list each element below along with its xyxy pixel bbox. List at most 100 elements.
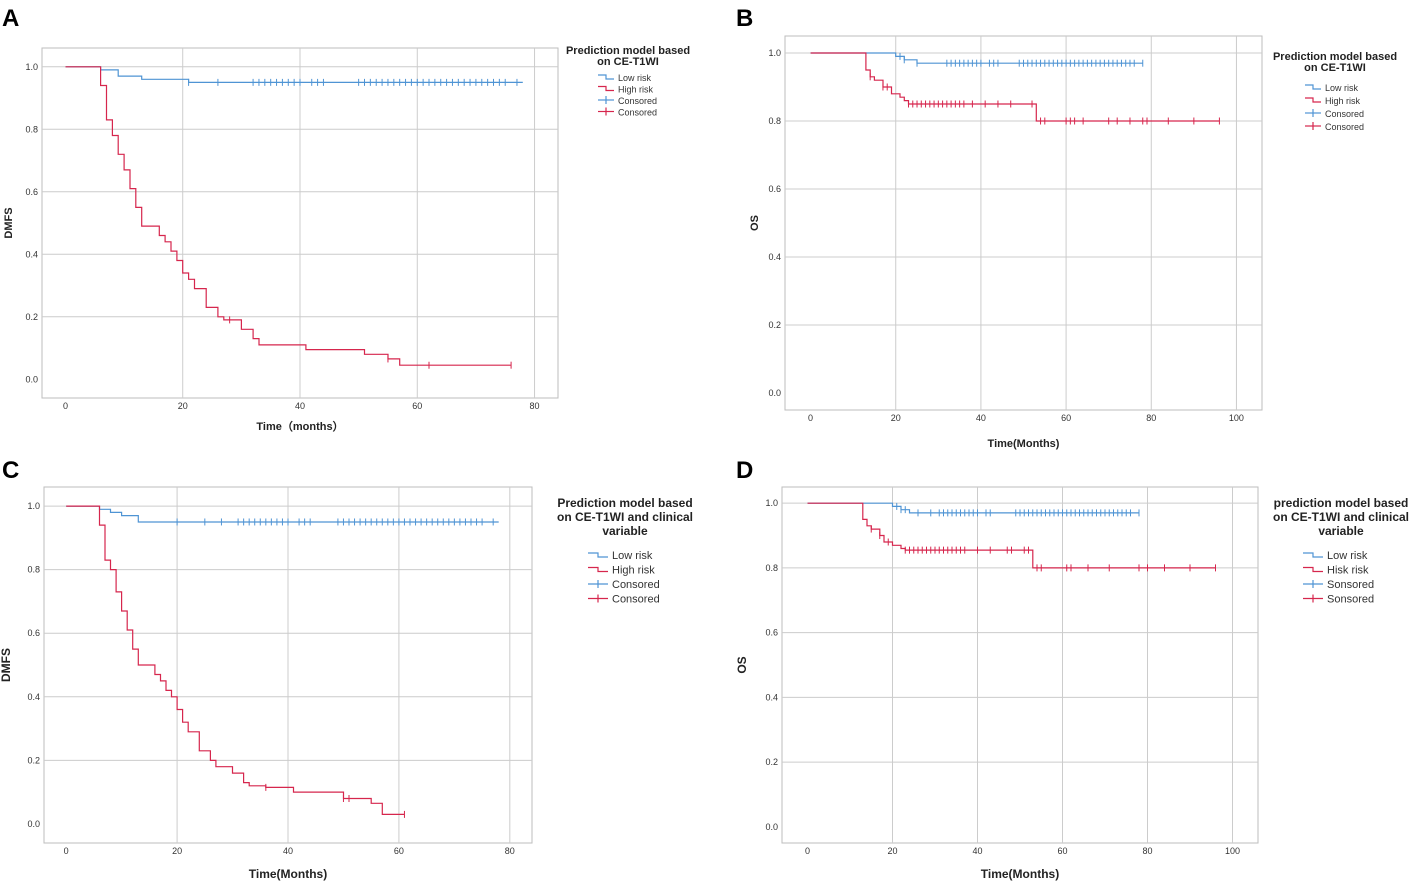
y-tick-label: 0.6 [27, 628, 40, 638]
legend-swatch [588, 552, 608, 558]
panel-d: D 0 20 40 60 80 100 0.0 0.2 0.4 0.6 0.8 1.0 Time(Mont… [735, 457, 1409, 881]
panel-b: B 0 20 40 60 80 100 0.0 0.2 0.4 0.6 0.8 1.0 Time(Mont… [736, 5, 1397, 450]
legend-swatch [1303, 566, 1323, 573]
x-axis-title: Time(Months) [988, 438, 1060, 450]
legend-title: variable [602, 524, 648, 538]
y-tick-label: 1.0 [765, 498, 778, 508]
legend-title: on CE-T1WI and clinical [1273, 510, 1409, 524]
x-axis-title: Time（months） [256, 420, 343, 433]
legend-title: on CE-T1WI [1304, 62, 1366, 74]
x-tick-label: 40 [295, 401, 305, 411]
legend-swatch [1303, 552, 1323, 558]
y-tick-label: 0.6 [25, 187, 38, 197]
y-tick-label: 0.0 [27, 819, 40, 829]
x-tick-label: 20 [891, 413, 901, 423]
legend-title: on CE-T1WI and clinical [557, 510, 693, 524]
y-tick-label: 1.0 [768, 48, 781, 58]
panel-letter: A [2, 5, 19, 32]
legend-item-label: Low risk [1327, 550, 1368, 562]
legend-item-label: Consored [618, 96, 657, 106]
y-tick-label: 0.2 [765, 757, 778, 767]
panel-letter: B [736, 5, 753, 32]
y-tick-label: 0.8 [27, 565, 40, 575]
x-tick-label: 80 [505, 846, 515, 856]
y-tick-label: 0.4 [27, 692, 40, 702]
y-tick-label: 0.2 [768, 320, 781, 330]
y-axis-title: OS [735, 656, 749, 673]
high-risk-curve [65, 66, 512, 366]
high-risk-curve [66, 505, 405, 815]
legend-item-label: Low risk [1325, 83, 1359, 93]
legend-title: Prediction model based [566, 45, 690, 57]
y-tick-label: 1.0 [25, 62, 38, 72]
legend-title: prediction model based [1274, 496, 1409, 510]
x-tick-label: 0 [805, 846, 810, 856]
legend-item-label: High risk [618, 85, 654, 95]
x-tick-label: 80 [530, 401, 540, 411]
legend-item-label: Consored [1325, 109, 1364, 119]
legend-title: variable [1318, 524, 1364, 538]
x-tick-label: 100 [1225, 846, 1240, 856]
legend-title: Prediction model based [557, 496, 692, 510]
legend-item-label: High risk [612, 565, 655, 577]
legend-item-label: Low risk [618, 73, 652, 83]
y-tick-label: 0.4 [25, 249, 38, 259]
panel-letter: D [736, 457, 753, 484]
y-axis-title: DMFS [0, 648, 13, 682]
x-tick-label: 60 [394, 846, 404, 856]
legend-item-label: Consored [612, 594, 660, 606]
y-tick-label: 0.8 [765, 563, 778, 573]
legend-swatch [588, 566, 608, 573]
x-tick-label: 100 [1229, 413, 1244, 423]
legend-item-label: Consored [1325, 122, 1364, 132]
x-tick-label: 0 [63, 401, 68, 411]
y-tick-label: 0.4 [765, 692, 778, 702]
x-tick-label: 20 [172, 846, 182, 856]
plot-frame [784, 35, 1263, 411]
legend-item-label: Hisk risk [1327, 565, 1369, 577]
y-tick-label: 0.4 [768, 252, 781, 262]
y-tick-label: 0.6 [765, 628, 778, 638]
x-tick-label: 40 [972, 846, 982, 856]
x-tick-label: 80 [1146, 413, 1156, 423]
y-tick-label: 0.6 [768, 184, 781, 194]
y-tick-label: 0.8 [768, 116, 781, 126]
x-tick-label: 80 [1142, 846, 1152, 856]
y-tick-label: 0.2 [25, 312, 38, 322]
x-tick-label: 60 [1057, 846, 1067, 856]
panel-c: C 0 20 40 60 80 0.0 0.2 0.4 0.6 0.8 1.0 Time(Months)… [0, 457, 693, 881]
y-tick-label: 0.0 [25, 374, 38, 384]
x-tick-label: 20 [178, 401, 188, 411]
x-tick-label: 60 [412, 401, 422, 411]
legend-title: Prediction model based [1273, 51, 1397, 63]
x-axis-title: Time(Months) [249, 867, 327, 881]
y-tick-label: 0.0 [765, 822, 778, 832]
x-tick-label: 20 [887, 846, 897, 856]
y-axis-title: OS [749, 215, 761, 231]
legend-title: on CE-T1WI [597, 56, 659, 68]
legend-item-label: Low risk [612, 550, 653, 562]
x-tick-label: 0 [64, 846, 69, 856]
legend-swatch [1305, 97, 1321, 103]
plot-frame [781, 486, 1259, 844]
legend-swatch [1305, 84, 1321, 90]
x-axis-title: Time(Months) [981, 867, 1059, 881]
panel-a: A 0 20 40 60 80 0.0 0.2 0.4 0.6 0.8 1.0 Time（months）… [2, 5, 690, 433]
legend-item-label: High risk [1325, 96, 1361, 106]
y-tick-label: 1.0 [27, 501, 40, 511]
x-tick-label: 0 [808, 413, 813, 423]
y-tick-label: 0.2 [27, 755, 40, 765]
legend-item-label: Consored [618, 108, 657, 118]
legend-item-label: Consored [612, 579, 660, 591]
x-tick-label: 60 [1061, 413, 1071, 423]
legend-swatch [598, 85, 614, 92]
legend-item-label: Sonsored [1327, 579, 1374, 591]
x-tick-label: 40 [976, 413, 986, 423]
x-tick-label: 40 [283, 846, 293, 856]
y-tick-label: 0.0 [768, 388, 781, 398]
